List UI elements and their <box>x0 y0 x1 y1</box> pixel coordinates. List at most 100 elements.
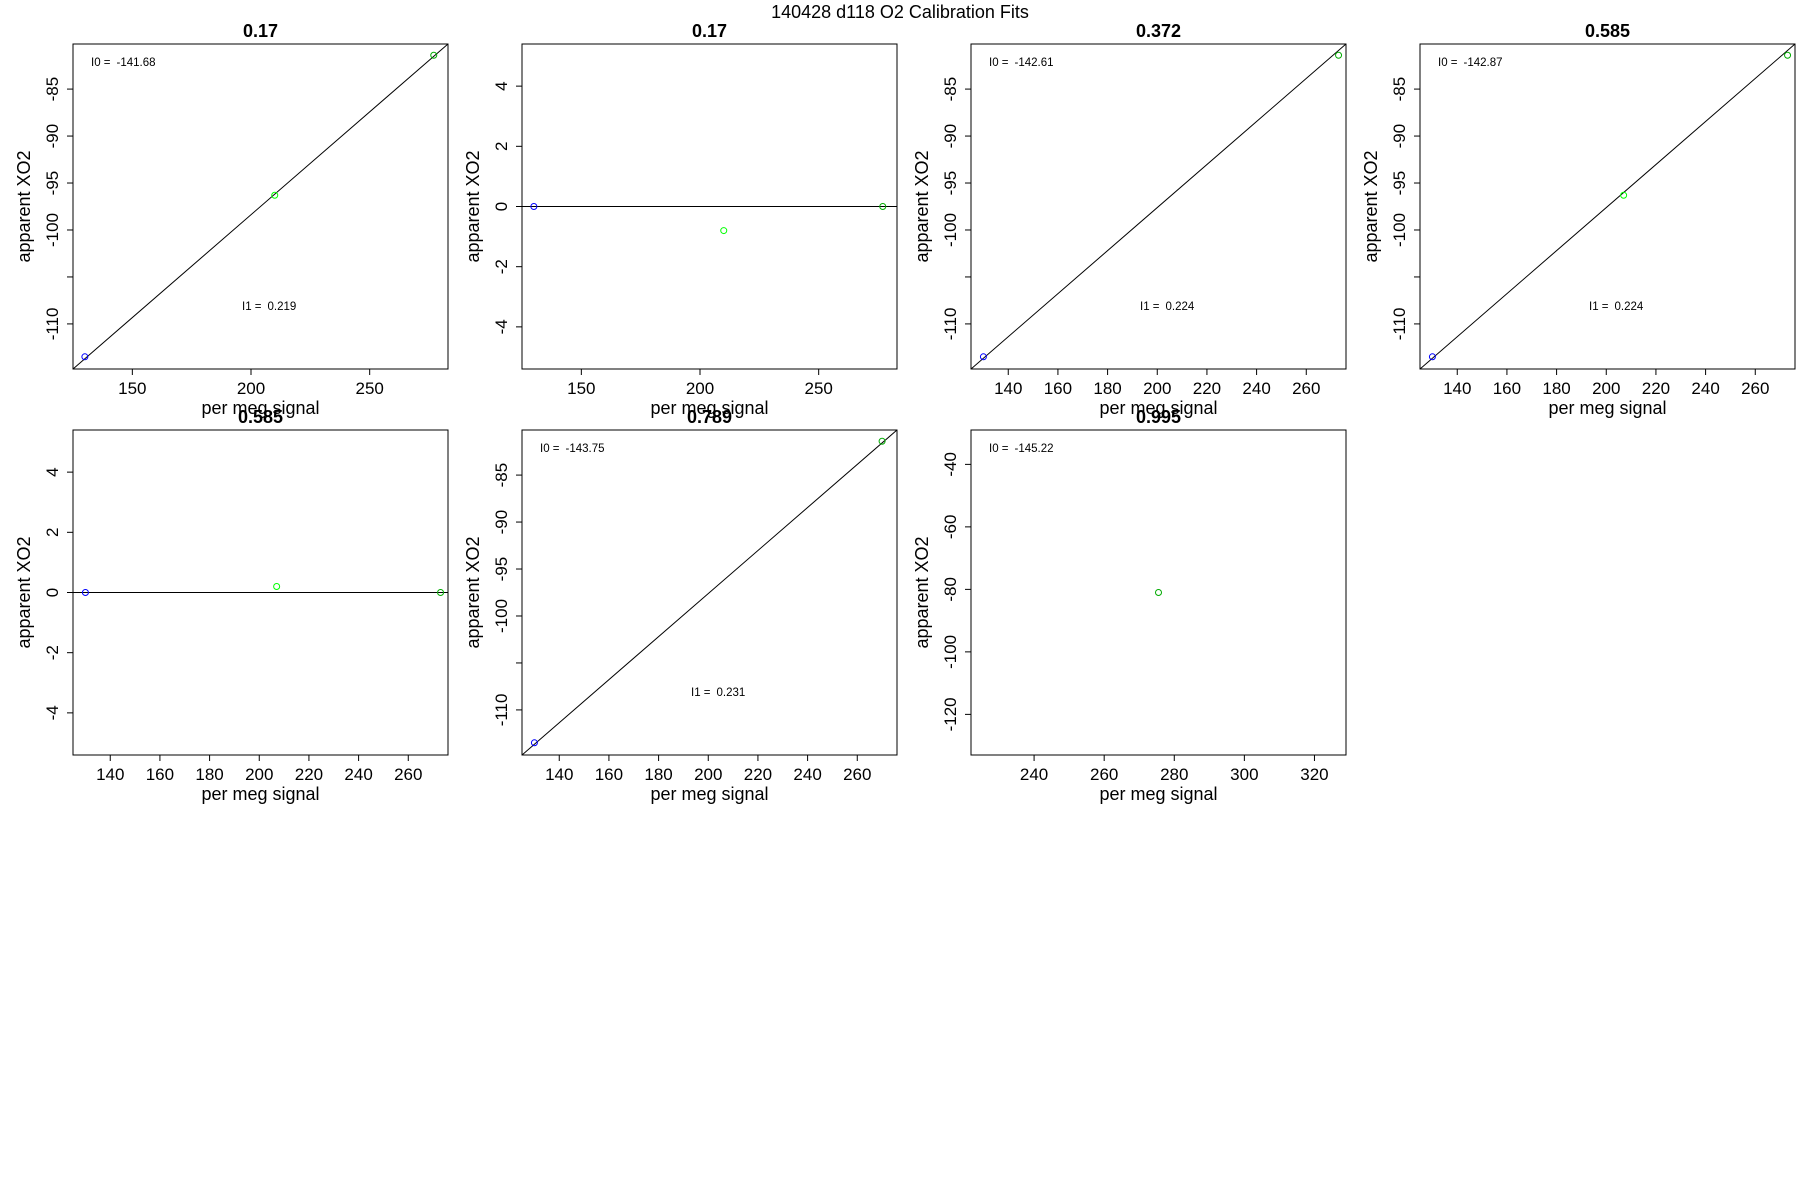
y-tick-label: 4 <box>492 81 511 90</box>
x-tick-label: 140 <box>96 765 124 784</box>
data-point <box>1784 51 1792 59</box>
annotation-value: -141.68 <box>117 57 156 69</box>
annotation-label: I1 = <box>1589 301 1609 313</box>
x-tick-label: 180 <box>195 765 223 784</box>
x-tick-label: 260 <box>1741 379 1769 398</box>
y-tick-label: -80 <box>941 577 960 602</box>
y-tick-label: -90 <box>1390 124 1409 149</box>
panel-title: 0.789 <box>687 407 732 427</box>
annotation-label: I0 = <box>540 443 560 455</box>
plot-frame <box>72 43 449 370</box>
x-tick-label: 220 <box>1642 379 1670 398</box>
data-point <box>1620 191 1628 199</box>
annotation-value: -142.61 <box>1015 57 1054 69</box>
x-tick-label: 200 <box>1592 379 1620 398</box>
annotation-label: I1 = <box>1140 301 1160 313</box>
chart-panel-3: 0.372 140 160 180 200 220 240 260 -110 -100 -95 -90… <box>912 21 1347 418</box>
data-point <box>879 203 887 210</box>
y-tick-label: -120 <box>941 697 960 731</box>
plot-frame <box>521 429 898 756</box>
annotation-value: 0.231 <box>717 687 746 699</box>
panel-title: 0.585 <box>238 407 283 427</box>
plot-frame <box>1419 43 1796 370</box>
y-tick-label: 4 <box>43 467 62 476</box>
panel-title: 0.17 <box>692 21 727 41</box>
annotation-value: 0.224 <box>1615 301 1644 313</box>
y-axis-label: apparent XO2 <box>463 150 483 262</box>
fit-line <box>1420 44 1795 369</box>
x-tick-label: 160 <box>1493 379 1521 398</box>
y-axis-label: apparent XO2 <box>912 150 932 262</box>
y-tick-label: -90 <box>43 124 62 149</box>
y-tick-label: -100 <box>1390 213 1409 247</box>
y-tick-label: -2 <box>492 259 511 274</box>
x-tick-label: 240 <box>1691 379 1719 398</box>
annotation-label: I1 = <box>242 301 262 313</box>
y-tick-label: -60 <box>941 515 960 540</box>
x-tick-label: 140 <box>994 379 1022 398</box>
y-tick-label: -90 <box>941 124 960 149</box>
x-tick-label: 220 <box>744 765 772 784</box>
x-axis-label: per meg signal <box>1548 398 1666 418</box>
x-tick-label: 250 <box>804 379 832 398</box>
y-tick-label: -85 <box>941 77 960 102</box>
x-tick-label: 140 <box>545 765 573 784</box>
y-tick-label: -100 <box>43 213 62 247</box>
x-axis-label: per meg signal <box>1099 784 1217 804</box>
figure-title: 140428 d118 O2 Calibration Fits <box>771 2 1029 22</box>
data-point <box>437 589 445 596</box>
annotation-value: 0.224 <box>1166 301 1195 313</box>
y-tick-label: -4 <box>43 705 62 720</box>
annotation: I0 = -141.68 <box>91 57 156 69</box>
x-tick-label: 200 <box>686 379 714 398</box>
x-tick-label: 200 <box>694 765 722 784</box>
y-tick-label: -110 <box>492 694 511 727</box>
data-point <box>1428 353 1436 361</box>
data-point <box>878 437 886 445</box>
chart-panel-1: 0.17 150 200 250 -110 -100 -95 -90 -85 per meg si… <box>14 21 449 418</box>
y-tick-label: -110 <box>941 308 960 341</box>
y-tick-label: -90 <box>492 510 511 535</box>
data-point <box>430 51 438 59</box>
x-axis-label: per meg signal <box>1099 398 1217 418</box>
data-point <box>81 589 89 596</box>
y-tick-label: 2 <box>492 142 511 151</box>
x-axis-label: per meg signal <box>650 398 768 418</box>
y-tick-label: -100 <box>941 635 960 669</box>
chart-panel-4: 0.585 140 160 180 200 220 240 260 -110 -100 -95 -90… <box>1361 21 1796 418</box>
chart-panel-5: 0.585 140 160 180 200 220 240 260 -4 -2 0 2 4 per meg… <box>14 407 449 804</box>
fit-line <box>73 44 448 369</box>
data-point <box>273 582 281 590</box>
y-tick-label: -110 <box>43 308 62 341</box>
x-tick-label: 260 <box>1090 765 1118 784</box>
y-tick-label: -40 <box>941 452 960 477</box>
annotation-value: 0.219 <box>268 301 297 313</box>
annotation: I0 = -143.75 <box>540 443 605 455</box>
x-tick-label: 150 <box>118 379 146 398</box>
x-tick-label: 160 <box>595 765 623 784</box>
data-point <box>979 353 987 361</box>
panel-title: 0.17 <box>243 21 278 41</box>
x-tick-label: 250 <box>355 379 383 398</box>
data-point <box>720 227 728 235</box>
x-tick-label: 240 <box>1242 379 1270 398</box>
y-tick-label: 0 <box>43 588 62 597</box>
y-tick-label: -95 <box>1390 171 1409 196</box>
annotation: I1 = 0.224 <box>1140 301 1195 313</box>
annotation-label: I1 = <box>691 687 711 699</box>
chart-panel-2: 0.17 150 200 250 -4 -2 0 2 4 per meg signal appare… <box>463 21 898 418</box>
x-tick-label: 260 <box>394 765 422 784</box>
y-tick-label: -85 <box>1390 77 1409 102</box>
chart-panel-7: 0.995 240 260 280 300 320 -120 -100 -80 -60 -40 per… <box>912 407 1347 804</box>
annotation-label: I0 = <box>989 443 1009 455</box>
x-tick-label: 300 <box>1230 765 1258 784</box>
data-point <box>530 203 538 210</box>
panel-title: 0.585 <box>1585 21 1630 41</box>
x-tick-label: 200 <box>237 379 265 398</box>
annotation: I1 = 0.224 <box>1589 301 1644 313</box>
y-tick-label: 0 <box>492 202 511 211</box>
data-point <box>81 353 89 361</box>
y-tick-label: -100 <box>492 599 511 633</box>
x-tick-label: 240 <box>793 765 821 784</box>
